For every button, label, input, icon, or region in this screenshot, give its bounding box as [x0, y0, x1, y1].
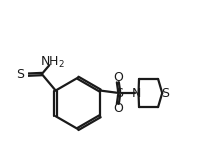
Text: O: O: [113, 71, 123, 84]
Text: NH$_2$: NH$_2$: [40, 54, 65, 69]
Text: S: S: [16, 68, 24, 81]
Text: N: N: [132, 87, 141, 100]
Text: O: O: [113, 102, 123, 115]
Text: S: S: [161, 87, 169, 100]
Text: S: S: [115, 87, 123, 100]
